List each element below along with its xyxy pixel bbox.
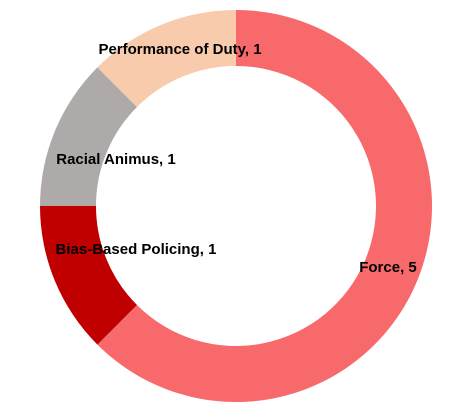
data-label: Force, 5 bbox=[359, 259, 417, 276]
wedge bbox=[97, 10, 236, 108]
data-label: Performance of Duty, 1 bbox=[98, 41, 261, 58]
wedge bbox=[40, 67, 138, 206]
data-label: Racial Animus, 1 bbox=[56, 151, 176, 168]
data-label: Bias-Based Policing, 1 bbox=[56, 241, 217, 258]
wedge bbox=[40, 206, 138, 345]
wedge bbox=[97, 10, 433, 403]
